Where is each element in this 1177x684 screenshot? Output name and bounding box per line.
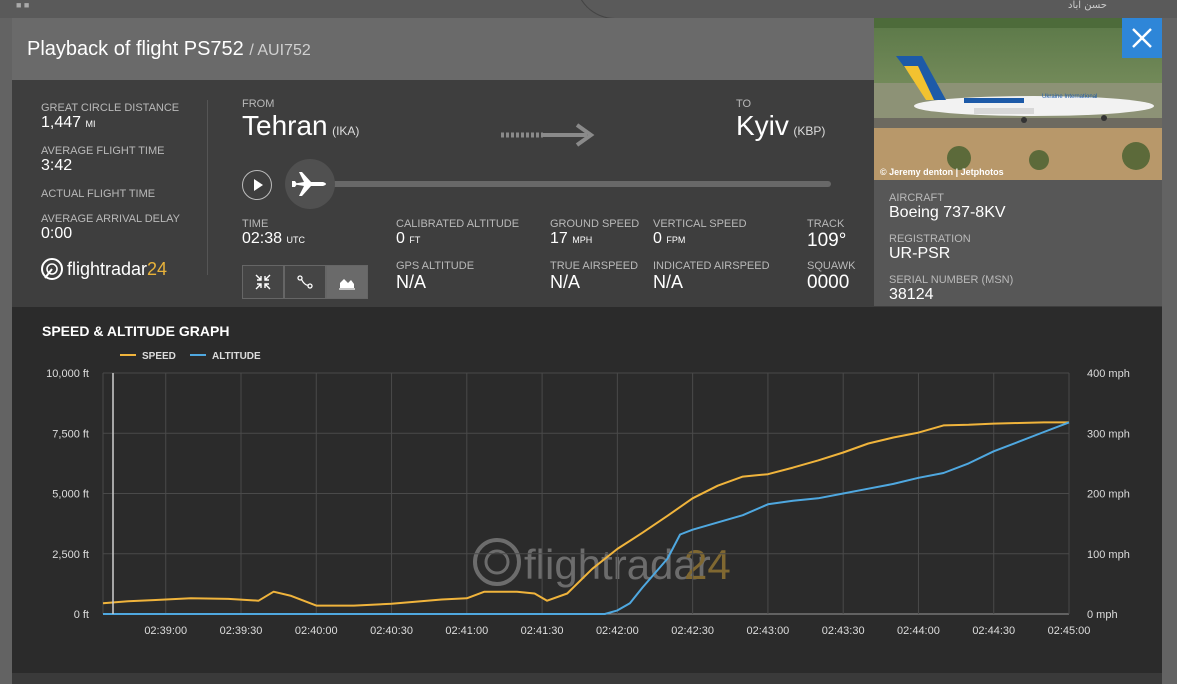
speed-altitude-graph-panel: SPEED & ALTITUDE GRAPH flightradar 24 0 ft… <box>12 307 1162 673</box>
y-left-tick-label: 7,500 ft <box>52 428 89 440</box>
map-place-label: حسن اباد <box>1068 0 1107 11</box>
x-tick-label: 02:44:00 <box>897 625 940 637</box>
timeline-handle[interactable] <box>285 159 335 209</box>
squawk-stat: SQUAWK 0000 <box>807 260 856 293</box>
y-right-tick-label: 400 mph <box>1087 368 1130 380</box>
watermark-radar-inner <box>484 549 510 575</box>
indicated-airspeed-stat: INDICATED AIRSPEED N/A <box>653 260 770 292</box>
flight-title: Playback of flight PS752 <box>27 38 244 60</box>
msn-label: SERIAL NUMBER (MSN) <box>889 274 1014 286</box>
series-line-altitude <box>103 421 1070 615</box>
y-right-tick-label: 0 mph <box>1087 609 1118 621</box>
flightradar-logo[interactable]: flightradar24 <box>41 258 167 280</box>
view-mode-buttons <box>242 265 368 299</box>
legend-label-altitude: ALTITUDE <box>212 351 261 362</box>
x-tick-label: 02:44:30 <box>972 625 1015 637</box>
flight-summary: GREAT CIRCLE DISTANCE 1,447 MI AVERAGE F… <box>12 80 212 300</box>
msn-value: 38124 <box>889 286 934 303</box>
y-left-tick-label: 10,000 ft <box>46 368 89 380</box>
x-tick-label: 02:39:00 <box>144 625 187 637</box>
to-label: TO <box>736 98 752 110</box>
avg-flight-time-label: AVERAGE FLIGHT TIME <box>41 145 165 157</box>
close-button[interactable] <box>1122 18 1162 58</box>
origin-city[interactable]: Tehran <box>242 110 328 141</box>
aircraft-type[interactable]: Boeing 737-8KV <box>889 204 1006 221</box>
share-icons[interactable]: ■ ■ <box>16 0 30 10</box>
x-tick-label: 02:41:00 <box>445 625 488 637</box>
x-tick-label: 02:40:30 <box>370 625 413 637</box>
y-left-tick-label: 2,500 ft <box>52 549 89 561</box>
aircraft-label: AIRCRAFT <box>889 192 944 204</box>
legend-label-speed: SPEED <box>142 351 176 362</box>
destination-code: (KBP) <box>793 124 826 138</box>
registration-label: REGISTRATION <box>889 233 971 245</box>
true-airspeed-stat: TRUE AIRSPEED N/A <box>550 260 639 292</box>
vertical-speed-stat: VERTICAL SPEED 0 FPM <box>653 218 747 247</box>
registration-value[interactable]: UR-PSR <box>889 245 951 262</box>
from-label: FROM <box>242 98 275 110</box>
aircraft-info: AIRCRAFT Boeing 737-8KV REGISTRATION UR-… <box>874 180 1162 306</box>
plane-icon <box>292 172 326 196</box>
ground-speed-stat: GROUND SPEED 17 MPH <box>550 218 640 247</box>
close-icon <box>1132 28 1152 48</box>
aircraft-photo-image: Ukraine International <box>874 18 1162 180</box>
origin-code: (IKA) <box>332 124 360 138</box>
x-tick-label: 02:43:30 <box>822 625 865 637</box>
time-stat: TIME 02:38 UTC <box>242 218 305 247</box>
avg-arrival-delay-value: 0:00 <box>41 225 73 242</box>
aircraft-photo[interactable]: Ukraine International © Jeremy denton | … <box>874 18 1162 180</box>
watermark-number: 24 <box>684 541 731 588</box>
flight-history-header <box>12 673 1162 684</box>
x-tick-label: 02:40:00 <box>295 625 338 637</box>
title-bar: Playback of flight PS752 / AUI752 <box>12 18 874 80</box>
route-icon <box>297 275 313 289</box>
graph-view-button[interactable] <box>326 265 368 299</box>
great-circle-value: 1,447 MI <box>41 114 96 131</box>
top-strip: ■ ■ حسن اباد <box>0 0 1177 19</box>
x-tick-label: 02:45:00 <box>1048 625 1091 637</box>
route-view-button[interactable] <box>284 265 326 299</box>
collapse-view-button[interactable] <box>242 265 284 299</box>
avg-flight-time-value: 3:42 <box>41 157 73 174</box>
calibrated-altitude-stat: CALIBRATED ALTITUDE 0 FT <box>396 218 520 247</box>
brand-wordmark: flightradar24 <box>67 258 168 279</box>
great-circle-label: GREAT CIRCLE DISTANCE <box>41 102 180 114</box>
y-right-tick-label: 100 mph <box>1087 549 1130 561</box>
avg-arrival-delay-label: AVERAGE ARRIVAL DELAY <box>41 213 180 225</box>
playback-modal: Playback of flight PS752 / AUI752 <box>12 18 1162 684</box>
y-left-tick-label: 5,000 ft <box>52 489 89 501</box>
y-right-tick-label: 300 mph <box>1087 428 1130 440</box>
destination-city[interactable]: Kyiv <box>736 110 789 141</box>
photo-credit[interactable]: © Jeremy denton | Jetphotos <box>880 167 1004 177</box>
x-tick-label: 02:41:30 <box>521 625 564 637</box>
x-tick-label: 02:43:00 <box>746 625 789 637</box>
graph-title: SPEED & ALTITUDE GRAPH <box>42 323 230 339</box>
livery-text: Ukraine International <box>1042 94 1097 100</box>
divider <box>207 100 208 275</box>
radar-icon <box>41 258 63 280</box>
playback-timeline[interactable] <box>322 181 831 187</box>
y-left-tick-label: 0 ft <box>74 609 89 621</box>
watermark-radar-icon <box>473 538 521 586</box>
search-bar-edge <box>575 0 1056 19</box>
page-title: Playback of flight PS752 / AUI752 <box>27 38 311 61</box>
y-right-tick-label: 200 mph <box>1087 489 1130 501</box>
collapse-icon <box>255 274 271 290</box>
callsign-subtitle: / AUI752 <box>249 42 311 59</box>
track-stat: TRACK 109° <box>807 218 847 251</box>
actual-flight-time-label: ACTUAL FLIGHT TIME <box>41 188 156 200</box>
x-tick-label: 02:39:30 <box>220 625 263 637</box>
play-icon <box>254 179 263 191</box>
series-line-speed <box>102 421 1069 607</box>
gps-altitude-stat: GPS ALTITUDE N/A <box>396 260 475 292</box>
x-tick-label: 02:42:30 <box>671 625 714 637</box>
route-arrow-icon <box>501 123 595 147</box>
area-chart-icon <box>339 279 355 290</box>
x-tick-label: 02:42:00 <box>596 625 639 637</box>
play-button[interactable] <box>242 170 272 200</box>
